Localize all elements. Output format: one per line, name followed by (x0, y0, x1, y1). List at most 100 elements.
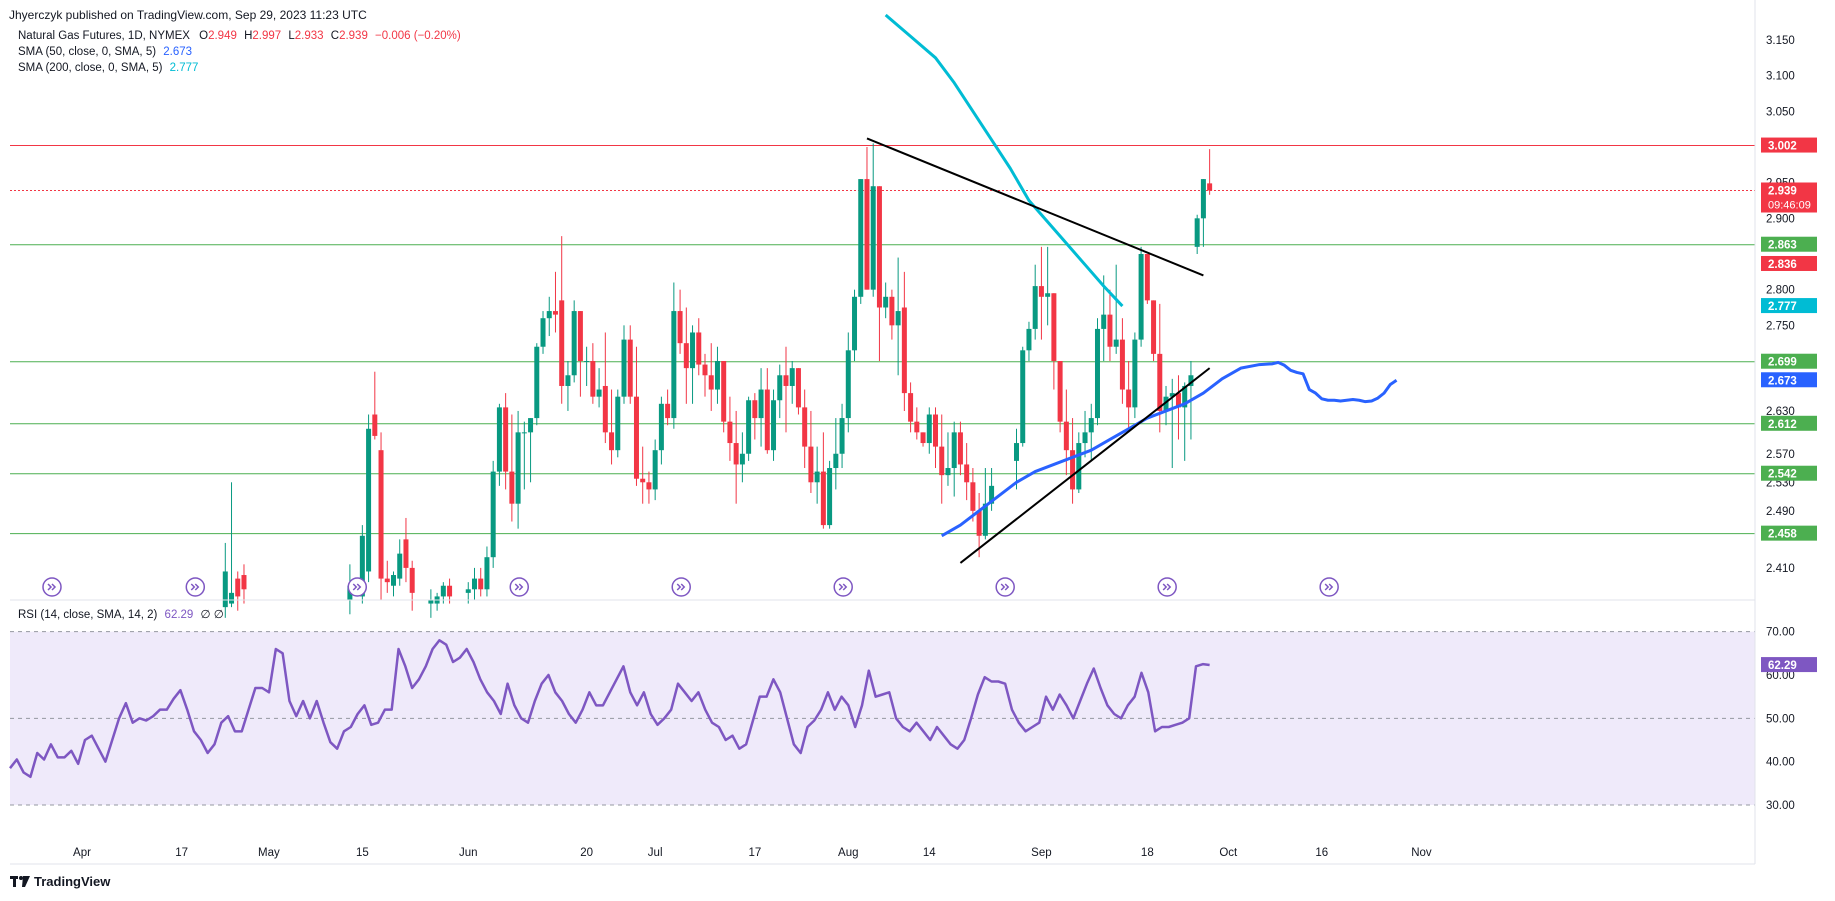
price-label-countdown: 09:46:09 (1768, 200, 1811, 212)
candle-body (1045, 293, 1051, 297)
x-tick-label: Jun (459, 847, 478, 859)
ohlc-close: 2.939 (339, 30, 368, 42)
candle-body (989, 485, 995, 504)
candle-body (1138, 253, 1144, 340)
candle-body (391, 575, 396, 586)
trendline (959, 367, 1211, 564)
event-arrow (1324, 583, 1334, 591)
candle-body (1101, 314, 1107, 329)
sma50-legend: SMA (50, close, 0, SMA, 5) 2.673 (18, 46, 192, 58)
rsi-tick-label: 60.00 (1766, 670, 1795, 682)
candle-body (764, 389, 770, 451)
candle-body (1157, 353, 1163, 411)
candle-body (926, 414, 932, 444)
candle-body (478, 578, 484, 590)
candle-body (702, 364, 708, 376)
candle-body (820, 471, 826, 526)
event-arrow (190, 583, 200, 591)
candle-body (920, 432, 926, 444)
candle-body (1182, 385, 1188, 408)
rsi-label: RSI (14, close, SMA, 14, 2) (18, 609, 158, 621)
candle-body (397, 553, 403, 579)
x-tick-label: 18 (1141, 847, 1154, 859)
candle-body (409, 567, 415, 593)
event-marker-icon (671, 577, 691, 597)
candle-body (359, 535, 365, 597)
candle-body (733, 443, 739, 465)
y-tick-label: 2.900 (1766, 213, 1795, 225)
ohlc-high: 2.997 (252, 30, 282, 42)
candle-body (552, 311, 558, 315)
sma200-label: SMA (200, close, 0, SMA, 5) (18, 62, 163, 74)
y-tick-label: 2.570 (1766, 449, 1795, 461)
candle-body (1082, 432, 1088, 444)
candle-body (484, 557, 490, 590)
candle-body (1032, 286, 1038, 329)
candle-body (870, 186, 876, 290)
candle-body (876, 186, 882, 308)
horizontal-levels (10, 145, 1755, 535)
candle-body (596, 389, 602, 397)
event-arrow (676, 583, 686, 591)
moving-averages (884, 13, 1398, 538)
candle-body (889, 296, 895, 326)
event-markers (42, 577, 1339, 597)
rsi-extra: ∅ ∅ (200, 609, 224, 621)
candles (222, 143, 1213, 618)
event-marker-icon (995, 577, 1015, 597)
candle-body (1207, 183, 1213, 191)
candle-body (222, 571, 228, 608)
candle-body (1076, 443, 1082, 490)
candle-body (627, 339, 633, 397)
candle-body (496, 407, 502, 472)
x-tick-label: Nov (1411, 847, 1432, 859)
candle-body (1094, 328, 1100, 419)
event-arrow (838, 583, 848, 591)
x-tick-label: 14 (923, 847, 936, 859)
candle-body (683, 343, 689, 369)
candle-body (503, 407, 509, 472)
publisher-header: Jhyerczyk published on TradingView.com, … (9, 8, 367, 22)
x-tick-label: 20 (580, 847, 593, 859)
ohlc-low: 2.933 (294, 30, 324, 42)
candle-body (366, 428, 372, 572)
candle-body (708, 375, 714, 390)
candle-body (1200, 179, 1206, 219)
candle-body (970, 482, 976, 511)
candle-body (771, 400, 777, 451)
rsi-tick-label: 30.00 (1766, 800, 1795, 812)
symbol-legend: Natural Gas Futures, 1D, NYMEX O2.949 H2… (18, 30, 461, 42)
price-label-text: 2.777 (1768, 301, 1797, 313)
candle-body (1057, 361, 1063, 422)
x-tick-label: Aug (838, 847, 858, 859)
candle-body (777, 375, 783, 401)
candle-body (839, 418, 845, 454)
event-arrow (1000, 583, 1010, 591)
candle-body (1188, 375, 1194, 386)
rsi-label-box (1761, 657, 1817, 673)
ohlc-low-label: L (288, 30, 295, 42)
candle-body (883, 296, 889, 308)
candle-body (559, 300, 565, 386)
candle-body (1119, 339, 1125, 390)
candle-body (403, 539, 409, 568)
candle-body (802, 407, 808, 447)
candle-body (540, 318, 546, 347)
candle-body (758, 389, 764, 419)
sma200-line (884, 13, 1124, 308)
tradingview-brand: TradingView (34, 874, 111, 889)
candle-body (1020, 350, 1026, 444)
x-tick-label: Jul (648, 847, 663, 859)
candle-body (1169, 393, 1175, 397)
candle-body (845, 350, 851, 419)
sma50-line (940, 360, 1398, 538)
y-tick-label: 2.800 (1766, 285, 1795, 297)
rsi-tick-label: 40.00 (1766, 757, 1795, 769)
price-labels: 3.002 2.939 09:46:09 2.863 2.836 2.777 2.699 2.… (1761, 137, 1817, 673)
candle-body (652, 450, 658, 490)
event-arrow (47, 583, 57, 591)
price-label-text: 2.612 (1768, 419, 1797, 431)
price-label-box (1761, 236, 1817, 252)
tradingview-footer[interactable]: TradingView (10, 874, 110, 889)
